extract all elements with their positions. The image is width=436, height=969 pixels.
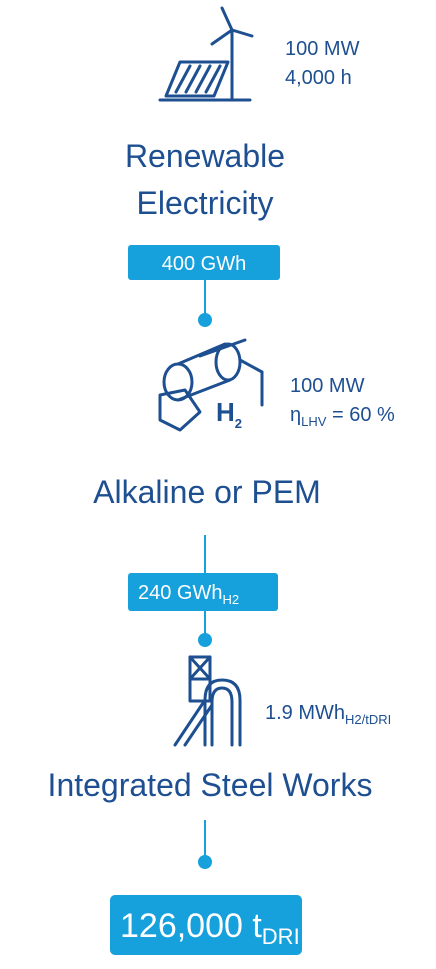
- spec-sub: H2/tDRI: [345, 712, 391, 727]
- flow-badge: [128, 573, 278, 611]
- connector-dot: [198, 855, 212, 869]
- flow-value: 126,000 t: [120, 907, 262, 945]
- label-line: Electricity: [137, 185, 274, 221]
- flow-badge: [128, 245, 280, 280]
- flow-text: 126,000 tDRI: [120, 907, 300, 949]
- stage-label: Electricity: [137, 185, 274, 221]
- electrolyser-icon: [158, 338, 264, 432]
- spec-text: 100 MW: [285, 38, 360, 60]
- flow-sub: H2: [222, 592, 239, 607]
- spec-sub: LHV: [301, 414, 327, 429]
- renewable-icon: [158, 6, 254, 102]
- spec: 1.9 MWhH2/tDRI: [265, 702, 391, 727]
- flow-sub: DRI: [262, 924, 300, 949]
- steel-icon: [173, 655, 242, 747]
- flow-value: 400 GWh: [162, 253, 246, 275]
- flow-value: 240 GWh: [138, 582, 222, 604]
- icon-sub: 2: [235, 416, 242, 431]
- stage-label: Integrated Steel Works: [48, 767, 373, 803]
- connector-dot: [198, 633, 212, 647]
- flow-text: 400 GWh: [162, 253, 246, 275]
- spec-text: 4,000 h: [285, 67, 352, 89]
- spec-after: = 60 %: [326, 404, 395, 426]
- label-line: Alkaline or PEM: [93, 474, 321, 510]
- spec-text: 1.9 MWh: [265, 702, 345, 724]
- icon-label: H2: [216, 397, 242, 431]
- flow-badge: [110, 895, 302, 955]
- stage-label: Alkaline or PEM: [93, 474, 321, 510]
- label-line: Renewable: [125, 138, 285, 174]
- stage-label: Renewable: [125, 138, 285, 174]
- spec: 4,000 h: [285, 67, 352, 89]
- spec: ηLHV = 60 %: [290, 404, 395, 429]
- connector-dot: [198, 313, 212, 327]
- icon-text: H: [216, 397, 235, 427]
- spec-text: η: [290, 404, 301, 426]
- label-line: Integrated Steel Works: [48, 767, 373, 803]
- flow-text: 240 GWhH2: [138, 582, 239, 607]
- spec: 100 MW: [290, 375, 365, 397]
- spec: 100 MW: [285, 38, 360, 60]
- spec-text: 100 MW: [290, 375, 365, 397]
